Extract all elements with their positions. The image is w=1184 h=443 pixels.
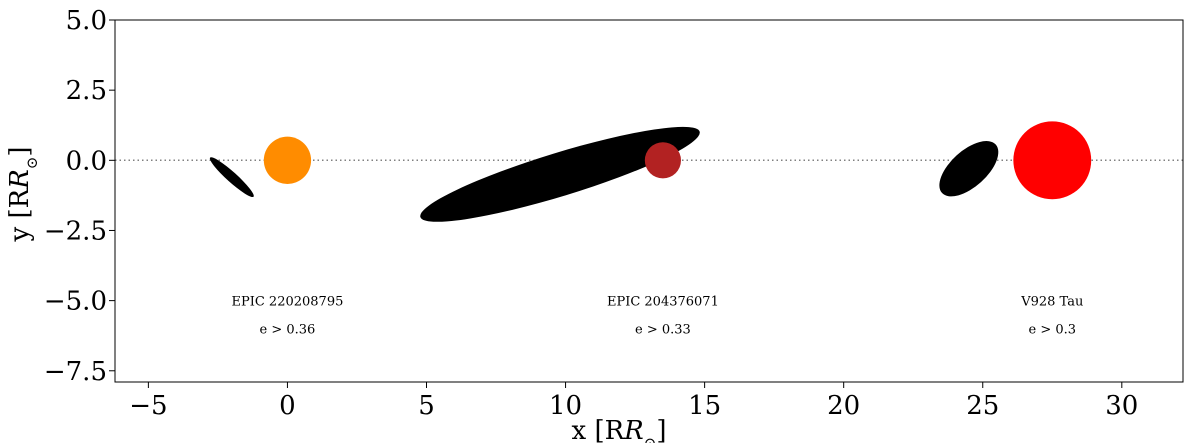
disk-ellipse-3 — [939, 141, 999, 197]
eccentricity-label-3: e > 0.3 — [1029, 323, 1077, 338]
system-name-label-3: V928 Tau — [1020, 295, 1083, 310]
eccentricity-label-2: e > 0.33 — [635, 323, 691, 338]
x-tick-label: −5 — [129, 391, 167, 421]
x-axis-label: x [RR⊙] — [572, 416, 667, 443]
y-tick-label: 0.0 — [66, 146, 107, 176]
system-name-label-2: EPIC 204376071 — [607, 295, 719, 310]
x-tick-label: 20 — [827, 391, 860, 421]
system-name-label-1: EPIC 220208795 — [231, 295, 343, 310]
disk-ellipse-2 — [420, 126, 700, 222]
y-tick-label: −5.0 — [44, 287, 107, 317]
y-tick-label: −7.5 — [44, 357, 107, 387]
disk-ellipse-1 — [209, 157, 254, 198]
star-circle-1 — [263, 136, 312, 184]
star-circle-2 — [644, 142, 681, 179]
y-tick-label: −2.5 — [44, 216, 107, 246]
star-circle-3 — [1013, 121, 1092, 200]
x-tick-label: 15 — [688, 391, 721, 421]
x-tick-label: 5 — [418, 391, 435, 421]
eccentricity-label-1: e > 0.36 — [260, 323, 316, 338]
x-tick-label: 10 — [549, 391, 582, 421]
plot-frame — [114, 19, 1184, 383]
y-tick-label: 5.0 — [66, 6, 107, 36]
y-axis-label: y [RR⊙] — [5, 146, 41, 242]
x-tick-label: 25 — [966, 391, 999, 421]
y-tick-label: 2.5 — [66, 76, 107, 106]
x-tick-label: 30 — [1105, 391, 1138, 421]
x-tick-label: 0 — [279, 391, 296, 421]
